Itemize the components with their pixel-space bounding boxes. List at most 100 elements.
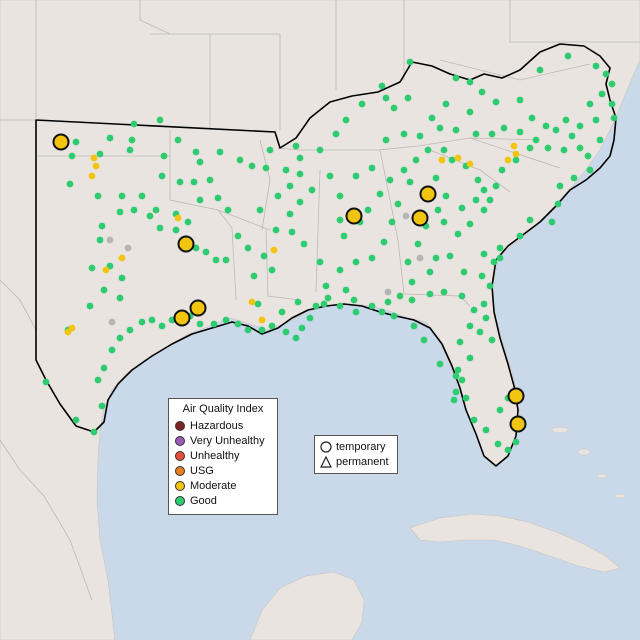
good-site-marker (390, 104, 398, 112)
good-site-marker (482, 314, 490, 322)
good-site-marker (466, 108, 474, 116)
good-site-marker (192, 244, 200, 252)
good-site-marker (156, 116, 164, 124)
unknown-site-marker (108, 318, 116, 326)
good-site-marker (610, 114, 618, 122)
unknown-site-marker (384, 288, 392, 296)
good-site-marker (598, 90, 606, 98)
good-site-marker (406, 178, 414, 186)
good-site-marker (336, 302, 344, 310)
good-site-marker (492, 182, 500, 190)
legend-label: Moderate (190, 479, 237, 492)
good-site-marker (382, 136, 390, 144)
good-site-marker (224, 206, 232, 214)
legend-item-very-unhealthy: Very Unhealthy (169, 433, 277, 448)
good-site-marker (282, 166, 290, 174)
legend-swatch (175, 480, 185, 491)
moderate-site-marker (258, 316, 266, 324)
good-site-marker (336, 192, 344, 200)
good-site-marker (466, 322, 474, 330)
good-site-marker (156, 224, 164, 232)
good-site-marker (116, 294, 124, 302)
good-site-marker (440, 146, 448, 154)
moderate-temporary-marker (411, 209, 429, 227)
good-site-marker (576, 144, 584, 152)
good-site-marker (158, 322, 166, 330)
good-sites (42, 52, 618, 454)
good-site-marker (488, 336, 496, 344)
good-site-marker (490, 258, 498, 266)
good-site-marker (268, 322, 276, 330)
good-site-marker (364, 206, 372, 214)
good-site-marker (368, 302, 376, 310)
legend-label: USG (190, 464, 214, 477)
good-site-marker (390, 312, 398, 320)
good-site-marker (440, 288, 448, 296)
good-site-marker (404, 258, 412, 266)
good-site-marker (336, 266, 344, 274)
good-site-marker (516, 96, 524, 104)
good-site-marker (496, 244, 504, 252)
good-site-marker (138, 192, 146, 200)
good-site-marker (466, 220, 474, 228)
good-site-marker (350, 296, 358, 304)
good-site-marker (486, 196, 494, 204)
good-site-marker (410, 322, 418, 330)
good-site-marker (608, 80, 616, 88)
good-site-marker (210, 320, 218, 328)
good-site-marker (488, 130, 496, 138)
good-site-marker (190, 178, 198, 186)
good-site-marker (440, 218, 448, 226)
good-site-marker (456, 338, 464, 346)
good-site-marker (480, 300, 488, 308)
good-site-marker (184, 218, 192, 226)
good-site-marker (424, 146, 432, 154)
good-site-marker (532, 136, 540, 144)
good-site-marker (358, 100, 366, 108)
good-site-marker (152, 206, 160, 214)
good-site-marker (174, 136, 182, 144)
moderate-site-marker (454, 154, 462, 162)
unknown-site-marker (106, 236, 114, 244)
good-site-marker (536, 66, 544, 74)
good-site-marker (512, 156, 520, 164)
good-site-marker (446, 252, 454, 260)
good-site-marker (300, 240, 308, 248)
good-site-marker (256, 206, 264, 214)
good-site-marker (592, 62, 600, 70)
good-site-marker (126, 146, 134, 154)
good-site-marker (368, 164, 376, 172)
shape-legend-temporary: temporary (315, 439, 397, 454)
moderate-site-marker (102, 266, 110, 274)
good-site-marker (262, 164, 270, 172)
good-site-marker (98, 402, 106, 410)
good-site-marker (96, 150, 104, 158)
temporary-label: temporary (336, 440, 386, 453)
moderate-site-marker (438, 156, 446, 164)
good-site-marker (454, 366, 462, 374)
good-site-marker (426, 290, 434, 298)
good-site-marker (486, 282, 494, 290)
good-site-marker (470, 416, 478, 424)
moderate-site-marker (512, 150, 520, 158)
good-site-marker (382, 94, 390, 102)
good-site-marker (526, 144, 534, 152)
good-site-marker (352, 258, 360, 266)
good-site-marker (216, 148, 224, 156)
moderate-site-marker (504, 156, 512, 164)
good-site-marker (436, 360, 444, 368)
good-site-marker (386, 176, 394, 184)
good-site-marker (96, 236, 104, 244)
good-site-marker (130, 120, 138, 128)
moderate-temporary-marker (177, 235, 195, 253)
good-site-marker (324, 294, 332, 302)
good-site-marker (292, 142, 300, 150)
good-site-marker (450, 396, 458, 404)
good-site-marker (482, 426, 490, 434)
good-site-marker (106, 134, 114, 142)
shape-legend: temporary permanent (314, 435, 398, 474)
good-site-marker (478, 272, 486, 280)
good-site-marker (98, 222, 106, 230)
good-site-marker (272, 226, 280, 234)
good-site-marker (342, 286, 350, 294)
